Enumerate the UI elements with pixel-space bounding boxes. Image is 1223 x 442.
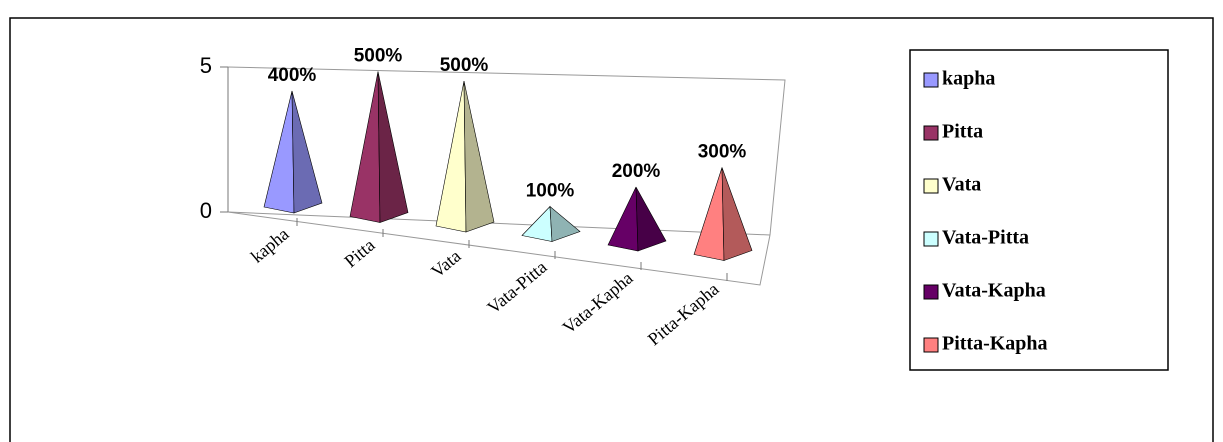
pyramid-side xyxy=(721,167,753,261)
legend-label: Vata-Pitta xyxy=(942,227,1029,249)
pyramid xyxy=(521,205,581,242)
pyramid-side xyxy=(291,90,323,214)
legend-label: kapha xyxy=(942,68,995,90)
pyramid xyxy=(693,167,753,261)
legend-label: Vata-Kapha xyxy=(942,280,1046,302)
pyramid xyxy=(435,80,495,233)
y-tick-label: 0 xyxy=(200,198,212,223)
legend-swatch xyxy=(923,284,939,300)
value-label: 200% xyxy=(612,161,661,182)
legend-swatch xyxy=(923,125,939,141)
legend-swatch xyxy=(923,337,939,353)
value-label: 500% xyxy=(354,46,403,67)
legend-swatch xyxy=(923,178,939,194)
floor-back xyxy=(227,211,771,236)
floor-front xyxy=(227,211,771,286)
pyramid xyxy=(263,90,323,214)
pyramid xyxy=(349,71,409,223)
legend-label: Pitta-Kapha xyxy=(942,333,1048,355)
value-label: 500% xyxy=(440,55,489,76)
legend-swatch xyxy=(923,231,939,247)
pyramid-side xyxy=(463,80,495,233)
pyramid-side xyxy=(549,205,581,242)
pyramid-side xyxy=(377,71,409,223)
back-wall xyxy=(227,66,786,236)
pyramid xyxy=(607,186,667,252)
legend-label: Pitta xyxy=(942,121,983,143)
y-tick-label: 5 xyxy=(200,53,212,78)
legend-label: Vata xyxy=(942,174,981,196)
pyramid-side xyxy=(635,186,667,252)
value-label: 300% xyxy=(698,142,747,163)
value-label: 100% xyxy=(526,181,575,202)
legend xyxy=(909,49,1169,371)
legend-swatch xyxy=(923,72,939,88)
value-label: 400% xyxy=(268,65,317,86)
